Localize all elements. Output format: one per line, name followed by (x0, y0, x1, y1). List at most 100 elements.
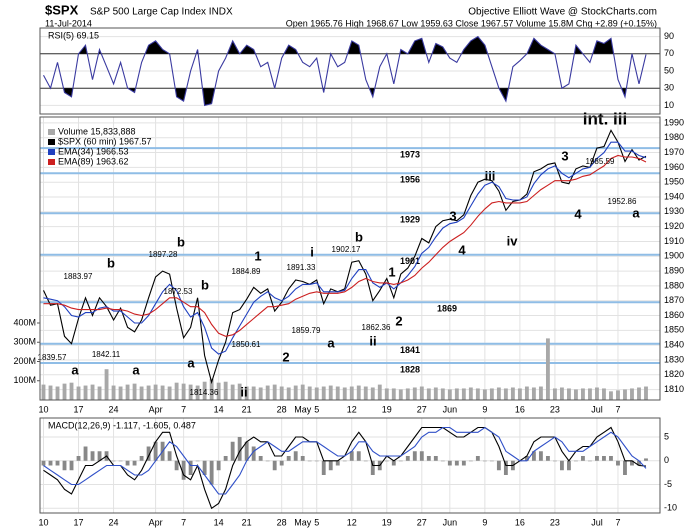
bar (55, 386, 60, 400)
bar (258, 456, 263, 461)
x-tick-label: Jun (443, 404, 458, 414)
annotation: a (327, 335, 335, 350)
bar (426, 456, 431, 461)
bar (454, 388, 459, 400)
y-tick-label: 1940 (664, 191, 684, 201)
bar (602, 456, 606, 461)
bar (69, 460, 74, 471)
bar (447, 389, 452, 400)
bar (398, 389, 403, 400)
x-tick-label: 19 (382, 517, 392, 527)
bar (440, 388, 445, 400)
bar (265, 460, 270, 462)
y-tick-label: 1850 (664, 325, 684, 335)
bar (342, 460, 347, 462)
bar (230, 384, 235, 400)
y-tick-label: 1860 (664, 310, 684, 320)
x-tick-label: 16 (515, 517, 525, 527)
level-label: 1901 (400, 256, 420, 266)
bar (195, 385, 200, 400)
y-tick-label: 1870 (664, 295, 684, 305)
bar (391, 388, 396, 400)
legend-label: Volume 15,833,888 (58, 126, 136, 136)
bar (412, 451, 417, 461)
annotation: a (187, 355, 195, 370)
bar (314, 387, 319, 400)
x-tick-label: May (294, 404, 312, 414)
x-tick-label: 17 (74, 517, 84, 527)
x-tick-label: 9 (482, 517, 487, 527)
bar (363, 386, 368, 400)
bar (419, 386, 424, 400)
bar (321, 386, 326, 400)
bar (118, 386, 123, 400)
annotation: 2 (395, 313, 402, 328)
bar (510, 387, 515, 400)
y-tick-label: 1990 (664, 117, 684, 127)
x-tick-label: 21 (242, 404, 252, 414)
bar (237, 383, 242, 400)
bar (433, 456, 438, 461)
bar (405, 456, 410, 461)
annotation: 3 (561, 148, 568, 163)
annotation: ii (369, 333, 376, 348)
bar (426, 388, 431, 400)
bar (223, 456, 228, 461)
legend-swatch (48, 139, 55, 145)
bar (370, 460, 375, 475)
bar (503, 388, 508, 400)
legend-label: EMA(89) 1963.62 (58, 156, 129, 166)
y-tick-label: 1890 (664, 265, 684, 275)
y2-tick-label: 200M (13, 356, 36, 366)
annotation: 1952.86 (608, 197, 637, 206)
bar (588, 388, 592, 400)
bar (538, 386, 543, 400)
y-tick-label: 5 (664, 431, 669, 441)
bar (104, 369, 109, 400)
x-tick-label: Jun (443, 517, 458, 527)
bar (279, 386, 284, 400)
bar (118, 460, 123, 462)
annotation: b (201, 277, 209, 292)
x-tick-label: 7 (181, 404, 186, 414)
bar (97, 386, 102, 400)
bar (342, 387, 347, 400)
bar (609, 391, 613, 400)
bar (244, 441, 249, 461)
bar (125, 460, 130, 466)
panel (40, 418, 660, 513)
bar (538, 451, 543, 461)
bar (139, 386, 144, 400)
bar (567, 388, 571, 400)
bar (146, 385, 151, 400)
bar (286, 387, 291, 400)
bar (167, 451, 172, 461)
bar (356, 385, 361, 400)
series-line (43, 35, 647, 107)
y-tick-label: 1910 (664, 236, 684, 246)
symbol: $SPX (45, 2, 79, 17)
y-tick-label: 1930 (664, 206, 684, 216)
y-tick-label: 70 (664, 48, 674, 58)
bar (559, 460, 564, 471)
x-tick-label: Jul (591, 404, 603, 414)
bar (41, 384, 46, 400)
annotation: 1985.59 (586, 157, 615, 166)
y2-tick-label: 300M (13, 337, 36, 347)
series-line (43, 141, 647, 355)
annotation: 4 (574, 206, 582, 221)
annotation: i (310, 244, 314, 259)
annotation: b (177, 234, 185, 249)
source: Objective Elliott Wave @ StockCharts.com (468, 7, 657, 18)
series-line (43, 129, 647, 385)
y-tick-label: 1960 (664, 162, 684, 172)
bar (139, 456, 144, 461)
bar (412, 387, 417, 400)
bar (111, 385, 116, 400)
level-label: 1841 (400, 345, 420, 355)
bar (272, 460, 277, 471)
bar (209, 378, 214, 400)
bar (349, 451, 354, 461)
